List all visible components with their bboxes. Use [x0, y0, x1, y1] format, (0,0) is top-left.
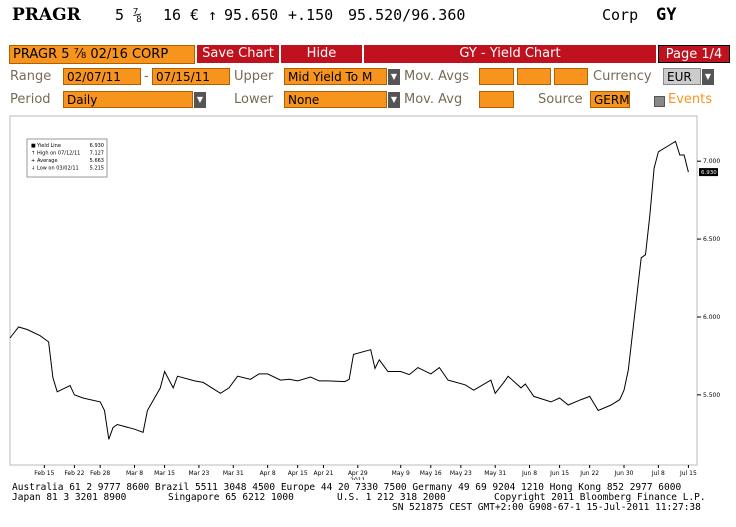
market: Corp	[602, 6, 639, 24]
period-label: Period	[10, 92, 51, 107]
x-tick-label: Mar 8	[126, 470, 143, 477]
x-year-label: 2011	[350, 477, 365, 480]
x-tick-label: Feb 15	[34, 470, 54, 477]
x-tick-label: May 31	[484, 470, 506, 477]
legend-box	[26, 138, 108, 178]
range-from[interactable]: 02/07/11	[63, 68, 141, 85]
currency: €	[190, 6, 200, 24]
events-checkbox[interactable]	[654, 96, 665, 107]
x-tick-label: Apr 15	[288, 470, 308, 477]
footer-japan: Japan 81 3 3201 8900	[12, 492, 127, 503]
footer-contacts: Australia 61 2 9777 8600 Brazil 5511 304…	[12, 482, 682, 493]
x-tick-label: Jun 8	[521, 470, 537, 477]
events-label[interactable]: Events	[668, 92, 713, 107]
coupon: 5 ⅞	[115, 6, 143, 24]
mov-avg-field[interactable]	[479, 68, 514, 85]
legend-symbol: ↑	[31, 151, 35, 157]
lower-label: Lower	[234, 92, 273, 107]
range-to[interactable]: 07/15/11	[152, 68, 230, 85]
arrow: ↑	[208, 6, 218, 24]
x-tick-label: Apr 29	[348, 470, 368, 477]
footer-copyright: Copyright 2011 Bloomberg Finance L.P.	[494, 492, 706, 503]
dropdown[interactable]: ▼	[702, 69, 714, 85]
security-field[interactable]: PRAGR 5 ⅞ 02/16 CORP	[9, 45, 195, 64]
price: 95.650	[224, 6, 279, 24]
x-tick-label: Jul 15	[679, 470, 697, 477]
legend-value: 5.215	[90, 166, 104, 172]
x-tick-label: Jun 15	[549, 470, 569, 477]
last-value-tag	[699, 168, 718, 177]
x-tick-label: May 16	[420, 470, 442, 477]
save-chart-button[interactable]: Save Chart	[197, 45, 279, 63]
maturity: 16	[163, 6, 182, 24]
footer-session: SN 521875 CEST GMT+2:00 G908-67-1 15-Jul…	[392, 502, 701, 513]
legend-symbol: ↓	[31, 166, 35, 172]
toolbar: PRAGR 5 ⅞ 02/16 CORP Save Chart Hide GY …	[0, 43, 736, 113]
bid-ask: 95.520/96.360	[348, 6, 466, 24]
legend-symbol: +	[31, 158, 35, 164]
x-tick-label: Jun 22	[579, 470, 599, 477]
dropdown[interactable]: ▼	[388, 69, 400, 85]
yield-line	[9, 140, 689, 440]
legend-symbol: ■	[31, 143, 36, 149]
mov-avg-label: Mov. Avg	[404, 92, 463, 107]
x-tick-label: May 9	[392, 470, 410, 477]
currency-label: Currency	[593, 69, 652, 84]
range-sep: -	[144, 69, 149, 84]
dropdown[interactable]: ▼	[194, 92, 206, 108]
plot-frame	[9, 115, 698, 466]
legend-label: Low on 03/02/11	[37, 166, 79, 172]
range-label: Range	[10, 69, 52, 84]
x-tick-label: Apr 21	[313, 470, 333, 477]
x-tick-label: Jun 30	[614, 470, 634, 477]
x-tick-label: May 23	[450, 470, 472, 477]
currency-field[interactable]: EUR	[663, 68, 701, 85]
legend-value: 5.663	[90, 158, 104, 164]
y-tick-label: 5.500	[703, 392, 720, 399]
hide-button[interactable]: Hide	[281, 45, 362, 63]
mov-avg-field[interactable]	[479, 91, 514, 108]
legend-value: 6.930	[90, 143, 104, 149]
y-tick-label: 6.000	[703, 314, 720, 321]
x-tick-label: Mar 23	[188, 470, 209, 477]
x-tick-label: Mar 15	[154, 470, 175, 477]
mov-avg-field[interactable]	[517, 68, 551, 85]
dropdown[interactable]: ▼	[388, 92, 400, 108]
lower-field[interactable]: None	[284, 91, 387, 108]
x-tick-label: Jul 8	[651, 470, 665, 477]
mov-avg-field[interactable]	[554, 68, 588, 85]
source-field[interactable]: GERM	[590, 91, 630, 108]
y-tick-label: 6.500	[703, 236, 720, 243]
footer-singapore: Singapore 65 6212 1000	[168, 492, 294, 503]
x-tick-label: Apr 8	[260, 470, 276, 477]
x-tick-label: Feb 28	[90, 470, 110, 477]
x-tick-label: Mar 31	[223, 470, 244, 477]
legend-value: 7.127	[90, 151, 104, 157]
chart: 5.500 6.000 6.500 7.000 Feb 15 Feb 22 Feb 28 Ma…	[9, 115, 720, 480]
source-label: Source	[538, 92, 583, 107]
mov-avgs-label: Mov. Avgs	[404, 69, 469, 84]
legend-label: Yield Line	[36, 143, 61, 149]
footer-us: U.S. 1 212 318 2000	[337, 492, 446, 503]
x-tick-label: Feb 22	[64, 470, 84, 477]
function: GY	[656, 5, 677, 25]
period-field[interactable]: Daily	[63, 91, 193, 108]
upper-field[interactable]: Mid Yield To M	[284, 68, 387, 85]
ticker: PRAGR	[12, 5, 81, 25]
last-value-label: 6.930	[701, 170, 717, 176]
y-tick-label: 7.000	[703, 158, 720, 165]
legend-label: Average	[37, 158, 58, 164]
upper-label: Upper	[234, 69, 274, 84]
page-indicator[interactable]: Page 1/4	[658, 45, 730, 63]
legend-label: High on 07/12/11	[37, 151, 80, 157]
chart-title: GY - Yield Chart	[364, 45, 656, 63]
change: +.150	[288, 6, 334, 24]
